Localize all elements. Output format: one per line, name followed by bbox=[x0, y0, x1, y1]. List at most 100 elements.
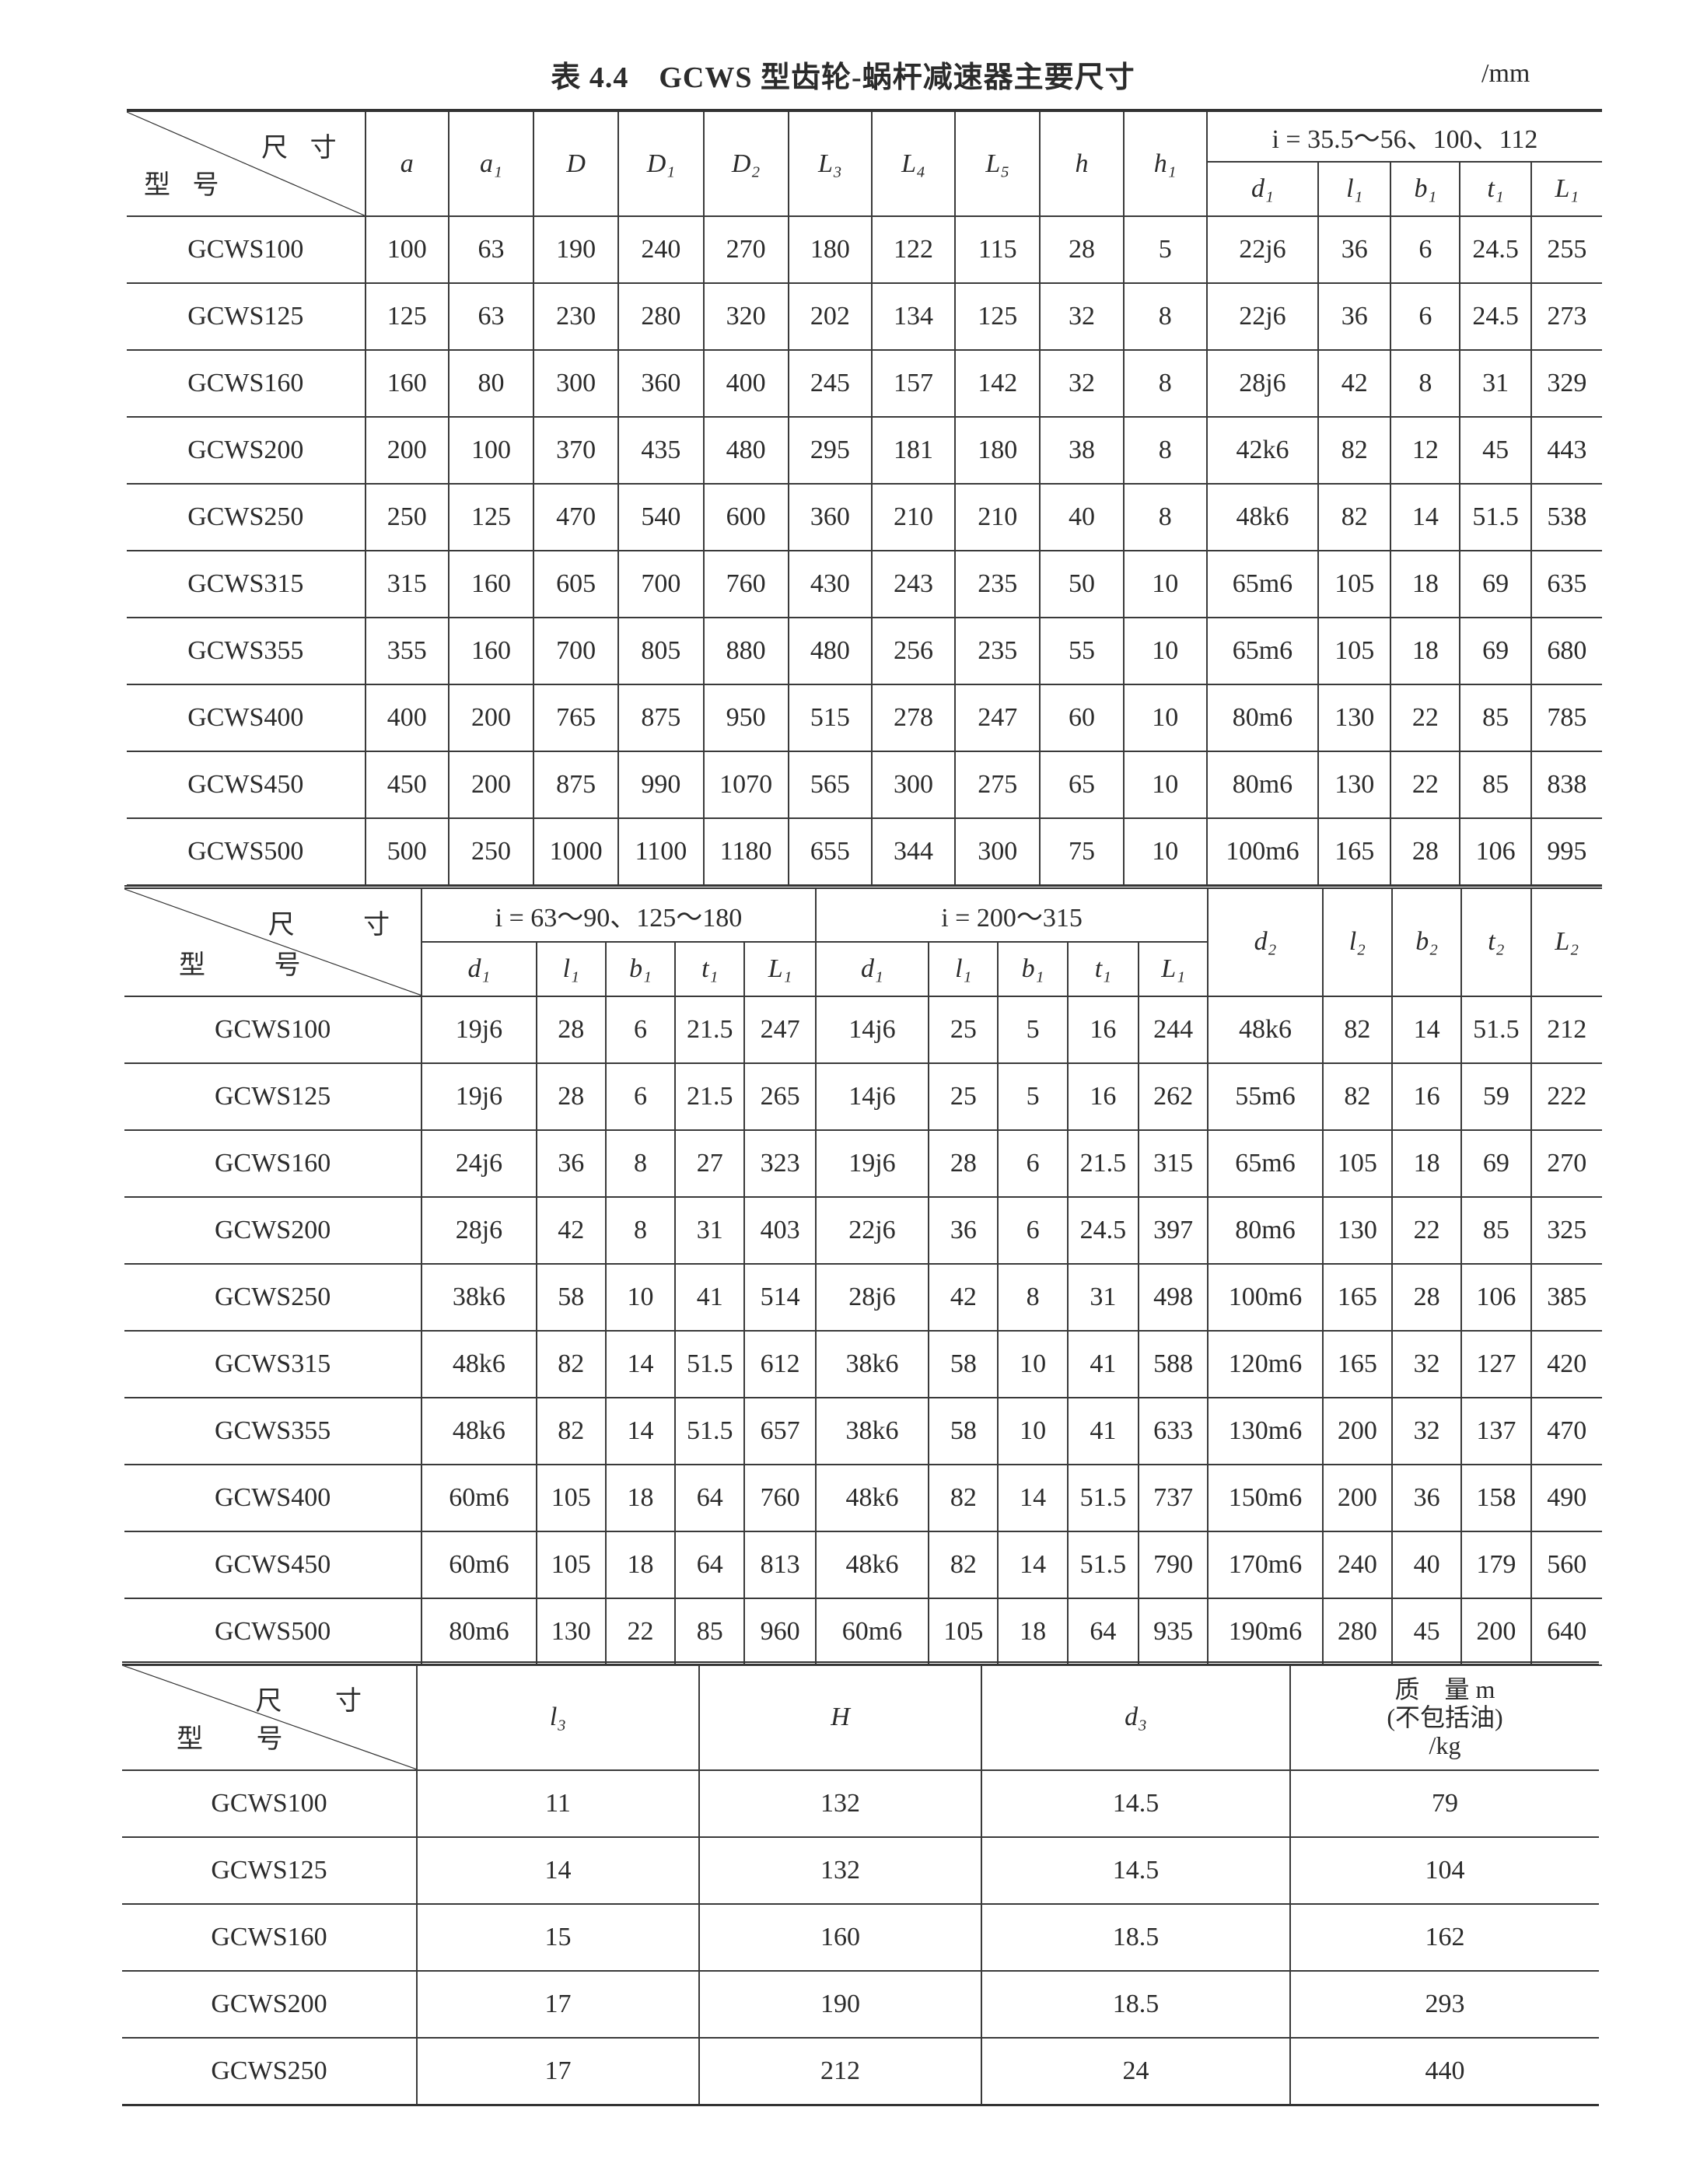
value-cell: 127 bbox=[1460, 1329, 1532, 1398]
table-row: GCWS160 15 160 18.5 162 bbox=[122, 1902, 1599, 1972]
model-cell: GCWS125 bbox=[124, 1062, 423, 1131]
value-cell: 200 bbox=[1321, 1396, 1394, 1465]
value-cell: 565 bbox=[787, 751, 873, 819]
column-header: h₁ bbox=[1122, 110, 1208, 217]
value-cell: 36 bbox=[1317, 282, 1392, 351]
value-cell: 10 bbox=[604, 1262, 677, 1332]
value-cell: 41 bbox=[1066, 1396, 1140, 1465]
table-row: GCWS355 48k6 82 14 51.5 657 38k6 58 10 41 633 130m6… bbox=[124, 1396, 1602, 1465]
ratio-group-header: i = 200～315 bbox=[814, 886, 1209, 943]
table-row: GCWS315 315 160 605 700 760 430 243 235 50 10 65m6 1… bbox=[127, 550, 1602, 618]
value-cell: 28 bbox=[928, 1129, 999, 1198]
value-cell: 51.5 bbox=[1066, 1463, 1140, 1532]
value-cell: 329 bbox=[1530, 349, 1602, 418]
value-cell: 105 bbox=[1317, 617, 1392, 685]
value-cell: 25 bbox=[928, 995, 999, 1064]
value-cell: 48k6 bbox=[421, 1396, 537, 1465]
mass-header-line: 质 量 m bbox=[1394, 1675, 1495, 1703]
value-cell: 80m6 bbox=[1205, 751, 1320, 819]
value-cell: 105 bbox=[535, 1530, 607, 1599]
column-header: L₁ bbox=[1530, 161, 1602, 217]
value-cell: 45 bbox=[1459, 416, 1532, 485]
value-cell: 1180 bbox=[702, 817, 789, 886]
value-cell: 106 bbox=[1459, 817, 1532, 886]
value-cell: 190 bbox=[533, 215, 620, 284]
value-cell: 51.5 bbox=[1066, 1530, 1140, 1599]
value-cell: 300 bbox=[954, 817, 1041, 886]
value-cell: 85 bbox=[1459, 684, 1532, 752]
value-cell: 657 bbox=[743, 1396, 817, 1465]
model-cell: GCWS200 bbox=[122, 1969, 418, 2039]
model-cell: GCWS100 bbox=[122, 1769, 418, 1838]
column-header: d₂ bbox=[1207, 886, 1324, 997]
value-cell: 355 bbox=[364, 617, 449, 685]
value-cell: 100 bbox=[364, 215, 449, 284]
value-cell: 360 bbox=[617, 349, 705, 418]
value-cell: 65m6 bbox=[1207, 1129, 1324, 1198]
value-cell: 157 bbox=[870, 349, 957, 418]
model-cell: GCWS450 bbox=[124, 1530, 423, 1599]
value-cell: 16 bbox=[1066, 995, 1140, 1064]
value-cell: 80 bbox=[447, 349, 535, 418]
value-cell: 785 bbox=[1530, 684, 1602, 752]
value-cell: 22j6 bbox=[814, 1195, 930, 1265]
table-row: GCWS100 11 132 14.5 79 bbox=[122, 1769, 1599, 1838]
value-cell: 22 bbox=[604, 1597, 677, 1666]
value-cell: 560 bbox=[1530, 1530, 1602, 1599]
value-cell: 500 bbox=[364, 817, 449, 886]
value-cell: 82 bbox=[1321, 995, 1394, 1064]
value-cell: 19j6 bbox=[814, 1129, 930, 1198]
value-cell: 538 bbox=[1530, 483, 1602, 551]
value-cell: 28j6 bbox=[814, 1262, 930, 1332]
value-cell: 75 bbox=[1039, 817, 1125, 886]
value-cell: 80m6 bbox=[1205, 684, 1320, 752]
corner-dimension-label: 尺 寸 bbox=[261, 134, 345, 163]
value-cell: 6 bbox=[1390, 282, 1461, 351]
value-cell: 262 bbox=[1137, 1062, 1209, 1131]
model-cell: GCWS250 bbox=[122, 2036, 418, 2105]
column-header: a bbox=[364, 110, 449, 217]
value-cell: 65m6 bbox=[1205, 550, 1320, 618]
value-cell: 344 bbox=[870, 817, 957, 886]
value-cell: 82 bbox=[535, 1329, 607, 1398]
model-cell: GCWS400 bbox=[127, 684, 366, 752]
column-header: t₂ bbox=[1460, 886, 1532, 997]
value-cell: 82 bbox=[1317, 483, 1392, 551]
value-cell: 41 bbox=[674, 1262, 746, 1332]
value-cell: 790 bbox=[1137, 1530, 1209, 1599]
value-cell: 514 bbox=[743, 1262, 817, 1332]
value-cell: 42 bbox=[535, 1195, 607, 1265]
value-cell: 10 bbox=[1122, 751, 1208, 819]
value-cell: 160 bbox=[698, 1902, 982, 1972]
value-cell: 162 bbox=[1289, 1902, 1599, 1972]
column-header: l₂ bbox=[1321, 886, 1394, 997]
value-cell: 18 bbox=[997, 1597, 1069, 1666]
value-cell: 36 bbox=[928, 1195, 999, 1265]
value-cell: 51.5 bbox=[674, 1396, 746, 1465]
value-cell: 18 bbox=[604, 1530, 677, 1599]
value-cell: 1070 bbox=[702, 751, 789, 819]
value-cell: 69 bbox=[1460, 1129, 1532, 1198]
value-cell: 480 bbox=[702, 416, 789, 485]
value-cell: 202 bbox=[787, 282, 873, 351]
column-header: L₃ bbox=[787, 110, 873, 217]
value-cell: 14j6 bbox=[814, 995, 930, 1064]
value-cell: 120m6 bbox=[1207, 1329, 1324, 1398]
column-header: d₁ bbox=[1206, 161, 1320, 217]
value-cell: 190m6 bbox=[1207, 1597, 1324, 1666]
value-cell: 12 bbox=[1390, 416, 1461, 485]
value-cell: 490 bbox=[1530, 1463, 1602, 1532]
value-cell: 14 bbox=[604, 1396, 677, 1465]
value-cell: 60m6 bbox=[421, 1463, 537, 1532]
value-cell: 247 bbox=[954, 684, 1041, 752]
value-cell: 27 bbox=[674, 1129, 746, 1198]
value-cell: 400 bbox=[364, 684, 449, 752]
column-header: L₁ bbox=[1137, 940, 1209, 997]
table-row: GCWS200 17 190 18.5 293 bbox=[122, 1969, 1599, 2039]
value-cell: 125 bbox=[954, 282, 1041, 351]
value-cell: 250 bbox=[447, 817, 535, 886]
value-cell: 280 bbox=[1321, 1597, 1394, 1666]
column-header: t₁ bbox=[1066, 940, 1140, 997]
table-row: GCWS250 38k6 58 10 41 514 28j6 42 8 31 498 100m6 165… bbox=[124, 1262, 1602, 1332]
value-cell: 17 bbox=[416, 2036, 700, 2105]
